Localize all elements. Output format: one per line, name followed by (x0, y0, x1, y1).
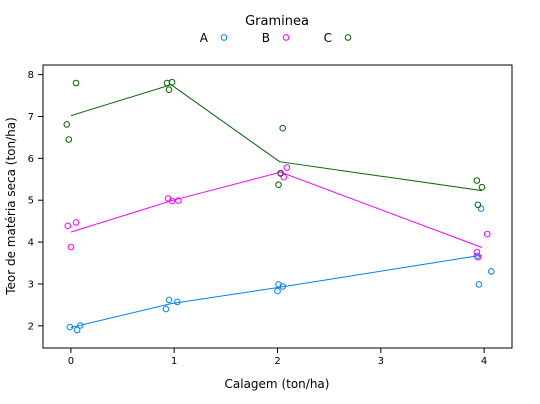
point-c (65, 136, 73, 143)
x-tick-label: 3 (378, 356, 384, 367)
point-a (162, 305, 170, 313)
point-a (488, 268, 495, 275)
point-c (165, 86, 173, 93)
y-axis: 2 3 4 5 6 7 8 (28, 70, 43, 332)
legend-label-c: C (324, 31, 332, 45)
y-tick-label: 3 (28, 279, 34, 290)
plot-frame (42, 64, 513, 349)
point-c (277, 170, 284, 177)
point-a (279, 283, 287, 290)
series-line-b (70, 171, 483, 248)
x-axis-label: Calagem (ton/ha) (225, 377, 330, 391)
x-tick-label: 0 (68, 356, 74, 367)
point-b (283, 164, 291, 171)
point-b (280, 173, 288, 181)
point-a (73, 326, 81, 334)
point-c (275, 181, 282, 188)
y-tick-label: 5 (28, 196, 34, 207)
point-a (165, 296, 173, 304)
point-c (63, 121, 71, 128)
y-tick-label: 2 (28, 321, 34, 332)
legend-label-b: B (262, 31, 270, 45)
point-a (174, 298, 181, 306)
point-c (168, 78, 176, 86)
y-tick-label: 8 (28, 70, 34, 81)
y-axis-label: Teor de matéria seca (ton/ha) (4, 117, 18, 296)
plot-points (63, 78, 495, 334)
y-tick-label: 6 (28, 154, 34, 165)
point-c (473, 177, 481, 184)
legend-marker-c (344, 34, 352, 41)
point-a (76, 322, 84, 329)
legend-label-a: A (200, 31, 209, 45)
point-b (164, 195, 172, 202)
legend-marker-b (282, 34, 290, 41)
x-tick-label: 4 (481, 356, 487, 367)
point-b (168, 197, 176, 205)
point-a (475, 281, 483, 288)
legend-title: Graminea (245, 14, 309, 29)
point-c (72, 79, 80, 87)
y-tick-label: 4 (28, 238, 34, 249)
point-b (175, 197, 182, 204)
point-a (473, 252, 481, 260)
point-c (474, 201, 482, 209)
point-c (478, 183, 486, 191)
point-b (474, 253, 482, 261)
plot-lines (70, 84, 483, 328)
x-tick-label: 1 (171, 356, 177, 367)
legend-marker-a (220, 34, 228, 41)
series-line-c (70, 84, 483, 192)
point-a (477, 205, 485, 212)
point-b (72, 219, 80, 226)
legend: A B C (200, 31, 352, 45)
point-c (279, 124, 287, 132)
point-b (483, 230, 491, 238)
x-tick-label: 2 (274, 356, 280, 367)
point-b (67, 243, 75, 251)
x-axis: 0 1 2 3 4 (68, 348, 487, 367)
y-tick-label: 7 (28, 112, 34, 123)
point-b (64, 222, 72, 230)
point-a (66, 323, 74, 331)
point-a (274, 287, 281, 295)
series-line-a (70, 254, 483, 328)
